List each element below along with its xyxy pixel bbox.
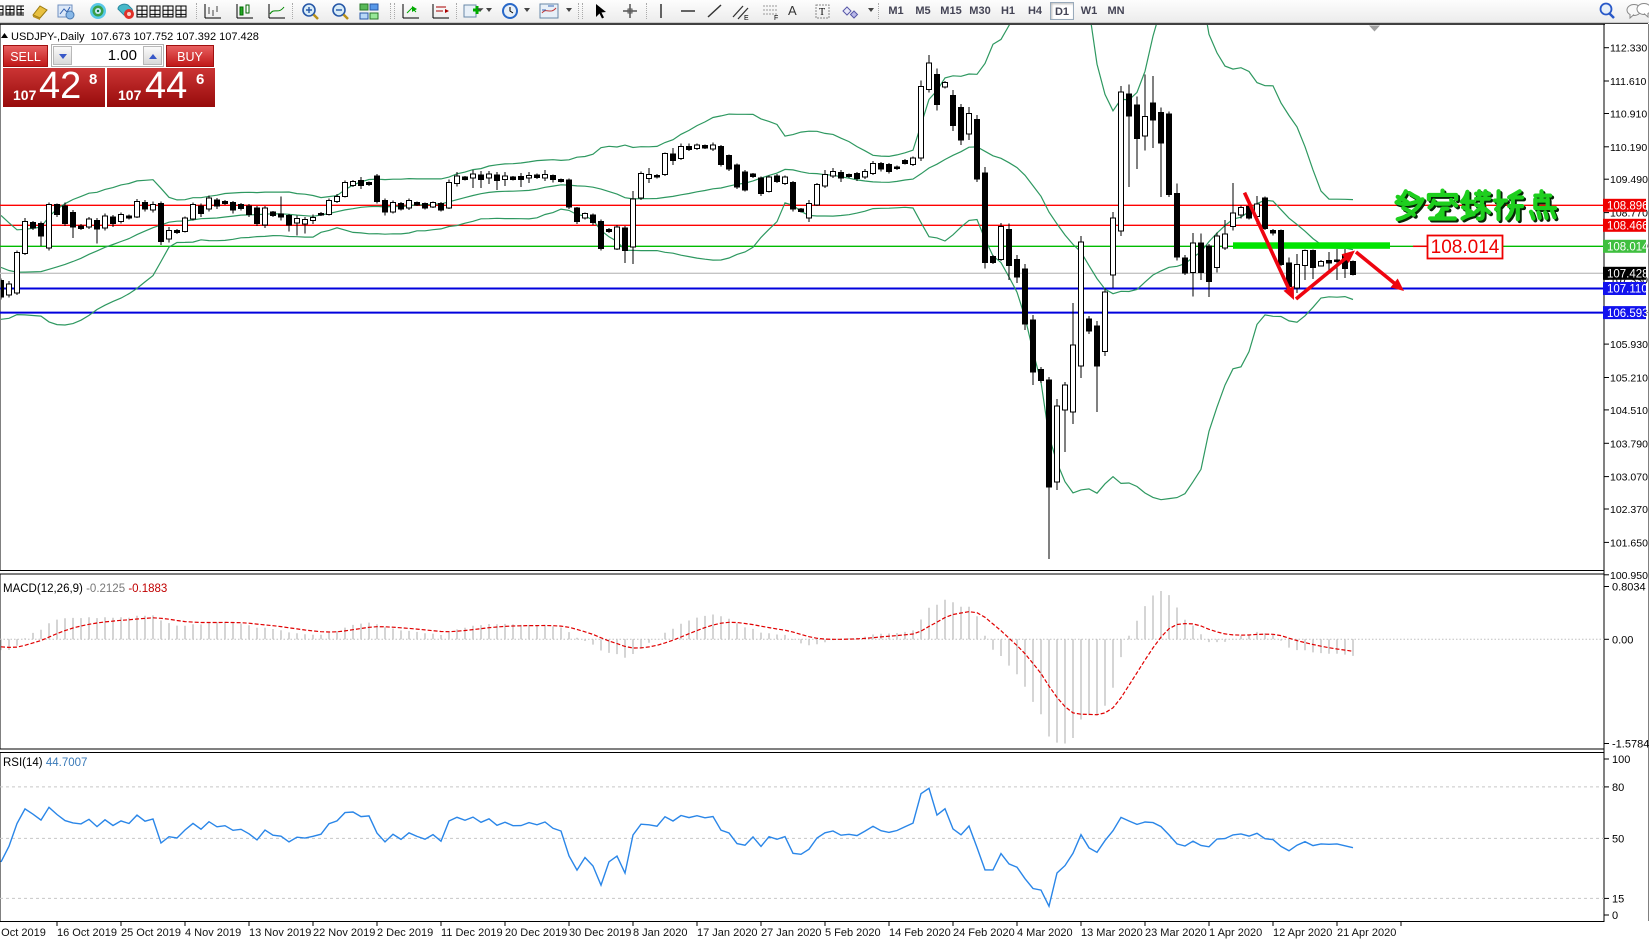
svg-text:105.210: 105.210	[1610, 373, 1648, 385]
svg-text:16 Oct 2019: 16 Oct 2019	[57, 927, 117, 939]
svg-text:8 Jan 2020: 8 Jan 2020	[633, 927, 687, 939]
svg-text:111.610: 111.610	[1610, 76, 1647, 88]
svg-text:4 Mar 2020: 4 Mar 2020	[1017, 927, 1073, 939]
svg-text:110.190: 110.190	[1610, 142, 1647, 154]
svg-text:E: E	[744, 15, 749, 22]
svg-text:0.00: 0.00	[1612, 634, 1633, 646]
svg-text:22 Nov 2019: 22 Nov 2019	[313, 927, 375, 939]
svg-text:107.110: 107.110	[1607, 284, 1648, 296]
svg-text:17 Jan 2020: 17 Jan 2020	[697, 927, 758, 939]
svg-text:108.896: 108.896	[1607, 201, 1649, 213]
svg-text:21 Apr 2020: 21 Apr 2020	[1337, 927, 1396, 939]
svg-text:0.8034: 0.8034	[1612, 582, 1646, 594]
svg-text:30 Dec 2019: 30 Dec 2019	[569, 927, 631, 939]
svg-text:80: 80	[1612, 782, 1624, 794]
svg-text:8 Oct 2019: 8 Oct 2019	[0, 927, 46, 939]
svg-text:13 Nov 2019: 13 Nov 2019	[249, 927, 311, 939]
svg-text:MACD(12,26,9) -0.2125 -0.1883: MACD(12,26,9) -0.2125 -0.1883	[3, 583, 167, 595]
svg-text:11 Dec 2019: 11 Dec 2019	[441, 927, 503, 939]
svg-text:0: 0	[1612, 910, 1618, 922]
svg-text:25 Oct 2019: 25 Oct 2019	[121, 927, 181, 939]
svg-text:103.790: 103.790	[1610, 438, 1648, 450]
svg-text:23 Mar 2020: 23 Mar 2020	[1145, 927, 1207, 939]
svg-text:50: 50	[1612, 833, 1624, 845]
svg-text:108.014: 108.014	[1431, 237, 1500, 258]
svg-text:USDJPY-,Daily 107.673 107.752: USDJPY-,Daily 107.673 107.752 107.392 10…	[11, 31, 259, 43]
svg-text:108.466: 108.466	[1607, 221, 1649, 233]
svg-text:12 Apr 2020: 12 Apr 2020	[1273, 927, 1332, 939]
svg-text:RSI(14) 44.7007: RSI(14) 44.7007	[3, 757, 87, 769]
svg-text:24 Feb 2020: 24 Feb 2020	[953, 927, 1015, 939]
svg-text:108.014: 108.014	[1607, 242, 1649, 254]
svg-text:F: F	[774, 15, 778, 22]
svg-text:5 Feb 2020: 5 Feb 2020	[825, 927, 881, 939]
svg-text:4 Nov 2019: 4 Nov 2019	[185, 927, 241, 939]
svg-text:13 Mar 2020: 13 Mar 2020	[1081, 927, 1143, 939]
svg-text:103.070: 103.070	[1610, 472, 1648, 484]
svg-text:107.428: 107.428	[1607, 269, 1649, 281]
svg-text:109.490: 109.490	[1610, 174, 1648, 186]
svg-text:105.930: 105.930	[1610, 339, 1648, 351]
svg-text:2 Dec 2019: 2 Dec 2019	[377, 927, 433, 939]
svg-text:20 Dec 2019: 20 Dec 2019	[505, 927, 567, 939]
svg-text:14 Feb 2020: 14 Feb 2020	[889, 927, 951, 939]
svg-text:102.370: 102.370	[1610, 504, 1648, 516]
svg-text:27 Jan 2020: 27 Jan 2020	[761, 927, 822, 939]
svg-text:104.510: 104.510	[1610, 405, 1648, 417]
svg-text:T: T	[819, 7, 825, 18]
svg-text:-1.5784: -1.5784	[1612, 739, 1649, 751]
svg-text:15: 15	[1612, 893, 1624, 905]
svg-text:112.330: 112.330	[1610, 43, 1647, 55]
svg-text:101.650: 101.650	[1610, 537, 1648, 549]
svg-text:100.950: 100.950	[1610, 570, 1648, 582]
svg-text:100: 100	[1612, 754, 1630, 766]
svg-text:1 Apr 2020: 1 Apr 2020	[1209, 927, 1262, 939]
svg-text:110.910: 110.910	[1610, 109, 1647, 121]
svg-text:106.593: 106.593	[1607, 308, 1649, 320]
